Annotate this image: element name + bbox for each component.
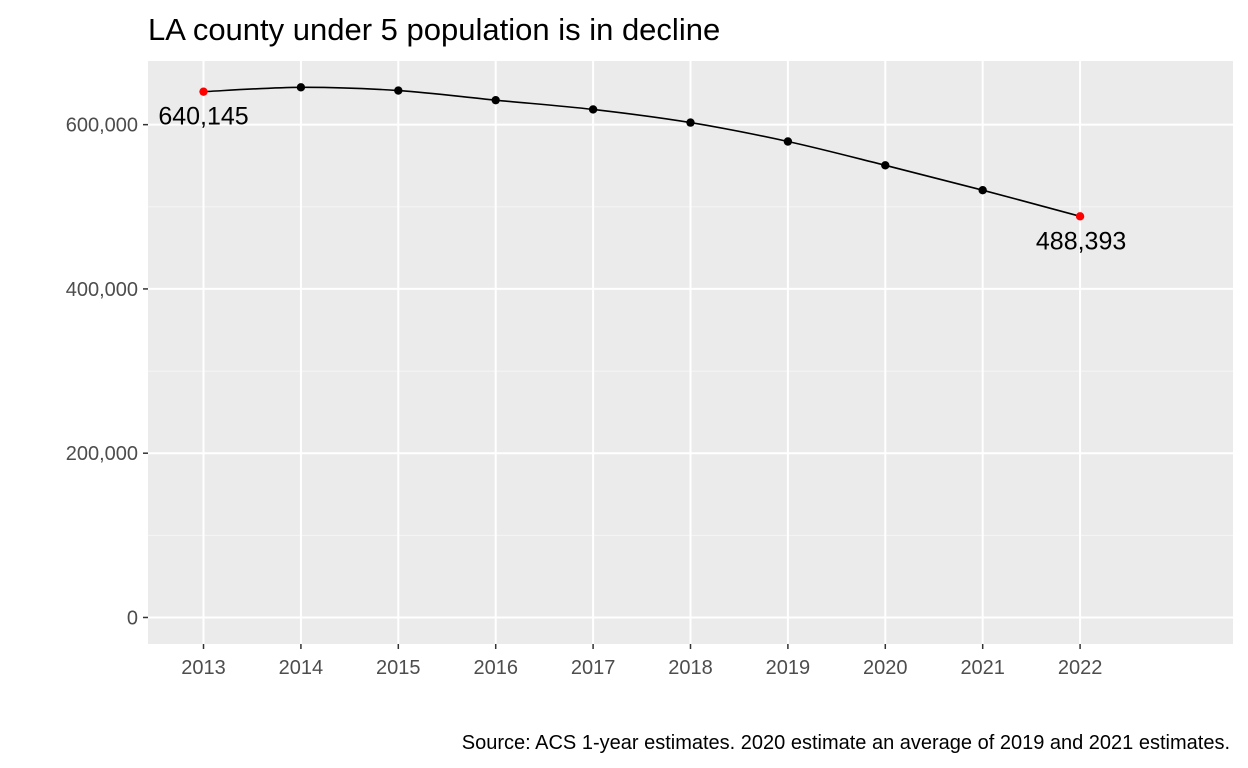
x-tick-label: 2013 (181, 657, 226, 679)
x-tick-label: 2022 (1058, 657, 1103, 679)
data-point-2018 (686, 118, 695, 127)
highlight-point-2013 (199, 87, 208, 96)
data-point-2020 (881, 161, 890, 170)
grid-lines (148, 61, 1233, 644)
data-line-layer (203, 86, 1081, 218)
x-tick-label: 2020 (863, 657, 908, 679)
y-tick-label: 400,000 (66, 279, 138, 301)
data-point-2014 (296, 83, 306, 92)
data-label-2013: 640,145 (158, 103, 248, 131)
data-point-2016 (491, 95, 500, 105)
data-point-2015 (394, 86, 403, 95)
highlight-point-2022 (1075, 212, 1085, 221)
data-labels-layer: 640,145 488,393 (158, 103, 1126, 256)
chart-title: LA county under 5 population is in decli… (148, 12, 720, 47)
y-tick-label: 600,000 (66, 115, 138, 137)
x-tick-label: 2016 (473, 657, 518, 679)
x-tick-label: 2019 (766, 657, 811, 679)
data-points-layer (199, 83, 1085, 221)
x-tick-label: 2014 (279, 657, 324, 679)
data-label-2022: 488,393 (1036, 227, 1126, 255)
x-tick-label: 2021 (960, 657, 1005, 679)
data-point-2021 (978, 185, 987, 195)
x-tick-label: 2015 (376, 657, 421, 679)
axes: 0 200,000 400,000 600,000 2013 2014 2015 2016 20… (66, 115, 1103, 679)
data-point-2019 (783, 137, 793, 146)
x-tick-label: 2017 (571, 657, 616, 679)
x-tick-label: 2018 (668, 657, 713, 679)
y-tick-label: 200,000 (66, 443, 138, 465)
y-tick-label: 0 (127, 607, 138, 629)
source-caption: Source: ACS 1-year estimates. 2020 estim… (462, 732, 1230, 754)
population-series-line (203, 86, 1081, 218)
data-point-2017 (588, 105, 598, 114)
